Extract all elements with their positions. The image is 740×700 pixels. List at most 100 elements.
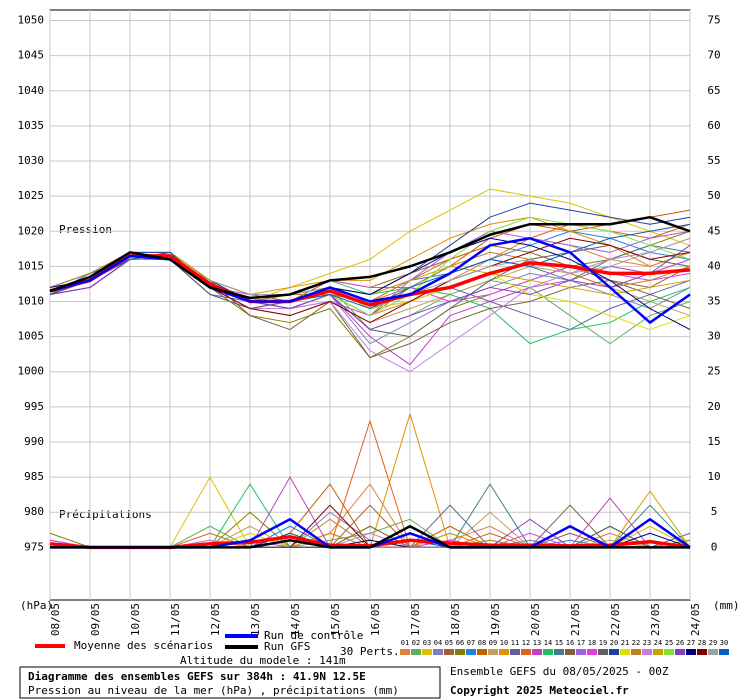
x-tick-label: 21/05 — [569, 603, 582, 636]
legend-label: Moyenne des scénarios — [74, 639, 213, 652]
legend-label: 26 — [676, 639, 684, 647]
legend-label: 25 — [665, 639, 673, 647]
y-tick-label: 990 — [24, 435, 44, 448]
precip-line — [50, 525, 690, 549]
legend-label: 08 — [478, 639, 486, 647]
legend-label: 20 — [610, 639, 618, 647]
legend-swatch — [664, 649, 674, 655]
legend-label: 12 — [522, 639, 530, 647]
y-tick-label: 985 — [24, 470, 44, 483]
legend-swatch — [433, 649, 443, 655]
x-tick-label: 11/05 — [169, 603, 182, 636]
legend-label: 28 — [698, 639, 706, 647]
legend-label: 09 — [489, 639, 497, 647]
legend-swatch — [576, 649, 586, 655]
y-tick-label: 1050 — [18, 14, 45, 27]
y-tick-label: 1010 — [18, 294, 45, 307]
legend-label: 17 — [577, 639, 585, 647]
x-tick-label: 12/05 — [209, 603, 222, 636]
legend-swatch — [642, 649, 652, 655]
run-label: Ensemble GEFS du 08/05/2025 - 00Z — [450, 665, 669, 678]
y2-tick-label: 50 — [707, 189, 720, 202]
y-tick-label: 975 — [24, 540, 44, 553]
legend-swatch — [400, 649, 410, 655]
legend-label: 15 — [555, 639, 563, 647]
legend-label: 24 — [654, 639, 662, 647]
legend-label: 16 — [566, 639, 574, 647]
legend-label: 30 — [720, 639, 728, 647]
precip-label: Précipitations — [59, 508, 152, 521]
legend-swatch — [422, 649, 432, 655]
y2-tick-label: 15 — [707, 435, 720, 448]
y2-tick-label: 40 — [707, 259, 720, 272]
legend-label: 04 — [434, 639, 442, 647]
x-tick-label: 22/05 — [609, 603, 622, 636]
legend-swatch — [620, 649, 630, 655]
legend-label: 05 — [445, 639, 453, 647]
legend-label: 06 — [456, 639, 464, 647]
x-tick-label: 09/05 — [89, 603, 102, 636]
y-axis-label: (hPa) — [20, 599, 53, 612]
legend-swatch — [653, 649, 663, 655]
x-tick-label: 16/05 — [369, 603, 382, 636]
legend-swatch — [532, 649, 542, 655]
x-tick-label: 24/05 — [689, 603, 702, 636]
legend-swatch — [477, 649, 487, 655]
legend-label: 11 — [511, 639, 519, 647]
y-tick-label: 1030 — [18, 154, 45, 167]
legend-label: 18 — [588, 639, 596, 647]
y2-tick-label: 65 — [707, 84, 720, 97]
copyright: Copyright 2025 Meteociel.fr — [450, 684, 629, 697]
y-tick-label: 1015 — [18, 259, 45, 272]
legend-swatch — [466, 649, 476, 655]
legend-label: 22 — [632, 639, 640, 647]
y2-tick-label: 35 — [707, 294, 720, 307]
legend-label: Run de contrôle — [264, 629, 363, 642]
legend-label: 14 — [544, 639, 552, 647]
y2-tick-label: 25 — [707, 365, 720, 378]
x-tick-label: 17/05 — [409, 603, 422, 636]
y2-tick-label: 20 — [707, 400, 720, 413]
altitude: Altitude du modele : 141m — [180, 654, 346, 667]
chart-subtitle: Pression au niveau de la mer (hPa) , pré… — [28, 684, 399, 697]
legend-swatch — [719, 649, 729, 655]
x-tick-label: 23/05 — [649, 603, 662, 636]
x-tick-label: 20/05 — [529, 603, 542, 636]
legend-label: 10 — [500, 639, 508, 647]
legend-swatch — [499, 649, 509, 655]
legend-swatch — [455, 649, 465, 655]
y2-tick-label: 60 — [707, 119, 720, 132]
legend-swatch — [554, 649, 564, 655]
perts-label: 30 Perts. — [340, 645, 400, 658]
y2-tick-label: 30 — [707, 330, 720, 343]
legend-swatch — [686, 649, 696, 655]
legend-label: Run GFS — [264, 640, 310, 653]
y2-tick-label: 5 — [711, 505, 718, 518]
x-tick-label: 19/05 — [489, 603, 502, 636]
y-tick-label: 1035 — [18, 119, 45, 132]
legend-label: 19 — [599, 639, 607, 647]
legend-label: 23 — [643, 639, 651, 647]
x-tick-label: 14/05 — [289, 603, 302, 636]
legend-swatch — [631, 649, 641, 655]
legend-label: 01 — [401, 639, 409, 647]
y-tick-label: 1000 — [18, 365, 45, 378]
y2-tick-label: 70 — [707, 49, 720, 62]
y2-axis-label: (mm) — [713, 599, 740, 612]
y-tick-label: 980 — [24, 505, 44, 518]
legend-label: 03 — [423, 639, 431, 647]
legend-swatch — [543, 649, 553, 655]
legend-swatch — [587, 649, 597, 655]
legend-swatch — [598, 649, 608, 655]
y2-tick-label: 75 — [707, 14, 720, 27]
x-tick-label: 10/05 — [129, 603, 142, 636]
chart-title: Diagramme des ensembles GEFS sur 384h : … — [28, 670, 366, 683]
pressure-line — [49, 215, 691, 300]
legend-swatch — [697, 649, 707, 655]
y-tick-label: 1020 — [18, 224, 45, 237]
y2-tick-label: 45 — [707, 224, 720, 237]
legend-swatch — [444, 649, 454, 655]
pressure-label: Pression — [59, 223, 112, 236]
legend-label: 27 — [687, 639, 695, 647]
